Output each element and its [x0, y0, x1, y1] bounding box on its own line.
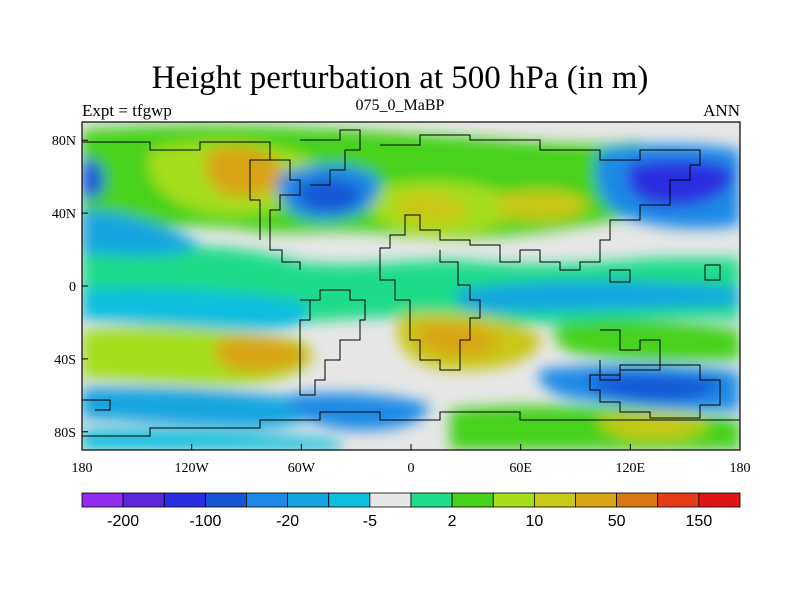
longitude-axis: 180 120W 60W 0 60E 120E 180	[72, 444, 751, 476]
lon-tick-label: 120W	[175, 461, 210, 476]
colorbar-label: 2	[448, 513, 457, 530]
lon-tick-label: 0	[408, 461, 415, 476]
lat-tick-label: 80S	[54, 426, 76, 441]
lon-tick-label: 60E	[509, 461, 532, 476]
colorbar-box	[698, 492, 741, 508]
case-label: 075_0_MaBP	[355, 97, 445, 114]
lat-tick-label: 40N	[52, 207, 76, 222]
colorbar-box	[657, 492, 700, 508]
contour-fill	[82, 122, 740, 450]
lat-tick-label: 80N	[52, 134, 76, 149]
lon-tick-label: 180	[72, 461, 93, 476]
colorbar-label: 150	[686, 513, 713, 530]
colorbar-box	[533, 492, 576, 508]
plot-title: Height perturbation at 500 hPa (in m)	[151, 60, 649, 96]
colorbar-box	[410, 492, 453, 508]
colorbar-box	[616, 492, 659, 508]
colorbar-label: -200	[107, 513, 139, 530]
lat-tick-label: 40S	[54, 353, 76, 368]
colorbar-box	[122, 492, 165, 508]
colorbar-label: -20	[276, 513, 299, 530]
lon-tick-label: 180	[730, 461, 751, 476]
colorbar-box	[575, 492, 618, 508]
colorbar-box	[163, 492, 206, 508]
colorbar-label: -100	[189, 513, 221, 530]
experiment-label: Expt = tfgwp	[82, 101, 172, 120]
colorbar-label: 10	[525, 513, 543, 530]
coastlines	[82, 129, 740, 437]
colorbar-box	[492, 492, 535, 508]
colorbar-box	[204, 492, 247, 508]
colorbar-label: 50	[608, 513, 626, 530]
colorbar-box	[287, 492, 330, 508]
lon-tick-label: 60W	[288, 461, 316, 476]
lat-tick-label: 0	[69, 280, 76, 295]
colorbar-box	[328, 492, 371, 508]
colorbar-box	[369, 492, 412, 508]
colorbar-box	[451, 492, 494, 508]
colorbar-box	[246, 492, 289, 508]
lon-tick-label: 120E	[616, 461, 646, 476]
season-label: ANN	[703, 101, 740, 120]
colorbar-label: -5	[363, 513, 377, 530]
colorbar-box	[81, 492, 124, 508]
latitude-axis: 80N 40N 0 40S 80S	[52, 134, 88, 441]
